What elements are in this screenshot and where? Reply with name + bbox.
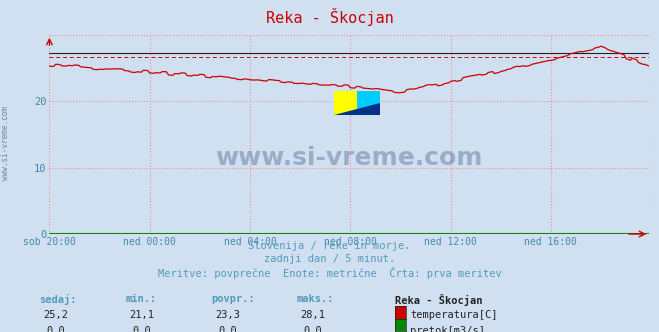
Text: pretok[m3/s]: pretok[m3/s] xyxy=(410,326,485,332)
Text: maks.:: maks.: xyxy=(297,294,334,304)
Text: Slovenija / reke in morje.: Slovenija / reke in morje. xyxy=(248,241,411,251)
Text: zadnji dan / 5 minut.: zadnji dan / 5 minut. xyxy=(264,254,395,264)
Text: www.si-vreme.com: www.si-vreme.com xyxy=(215,146,483,170)
Text: 0,0: 0,0 xyxy=(47,326,65,332)
Text: 21,1: 21,1 xyxy=(129,310,154,320)
Text: sedaj:: sedaj: xyxy=(40,294,77,305)
Text: 25,2: 25,2 xyxy=(43,310,69,320)
Text: 0,0: 0,0 xyxy=(132,326,151,332)
Text: min.:: min.: xyxy=(125,294,156,304)
Bar xyxy=(357,91,380,115)
Text: 0,0: 0,0 xyxy=(218,326,237,332)
Text: 28,1: 28,1 xyxy=(301,310,326,320)
Text: temperatura[C]: temperatura[C] xyxy=(410,310,498,320)
Text: Reka - Škocjan: Reka - Škocjan xyxy=(395,294,483,306)
Text: www.si-vreme.com: www.si-vreme.com xyxy=(1,106,10,180)
Text: 0,0: 0,0 xyxy=(304,326,322,332)
Polygon shape xyxy=(334,103,380,115)
Bar xyxy=(334,91,357,115)
Text: Reka - Škocjan: Reka - Škocjan xyxy=(266,8,393,26)
Text: 23,3: 23,3 xyxy=(215,310,240,320)
Text: Meritve: povprečne  Enote: metrične  Črta: prva meritev: Meritve: povprečne Enote: metrične Črta:… xyxy=(158,267,501,279)
Text: povpr.:: povpr.: xyxy=(211,294,254,304)
